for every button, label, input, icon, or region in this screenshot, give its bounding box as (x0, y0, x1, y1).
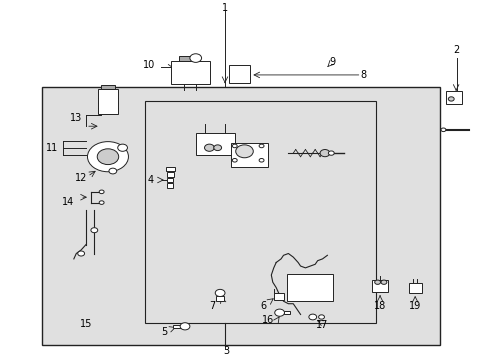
Bar (167, 178, 173, 182)
Bar (371, 279, 387, 292)
Text: 14: 14 (62, 197, 74, 207)
Circle shape (215, 289, 224, 297)
Bar (101, 85, 115, 89)
Bar (167, 183, 173, 188)
Text: 17: 17 (316, 320, 328, 329)
Bar (195, 134, 234, 155)
Circle shape (308, 314, 316, 320)
Circle shape (235, 145, 253, 158)
Circle shape (109, 168, 117, 174)
Circle shape (189, 54, 201, 62)
Bar (229, 65, 249, 83)
Circle shape (232, 158, 237, 162)
Bar (178, 56, 198, 62)
Bar (284, 311, 289, 315)
Circle shape (374, 280, 380, 284)
Text: 18: 18 (373, 301, 386, 311)
Circle shape (99, 201, 104, 204)
Circle shape (259, 144, 264, 148)
Circle shape (78, 251, 84, 256)
Bar (171, 61, 210, 84)
Bar (216, 296, 224, 301)
Bar (144, 101, 375, 323)
Circle shape (259, 158, 264, 162)
Bar (165, 167, 174, 171)
Text: 6: 6 (260, 301, 265, 311)
Text: 4: 4 (147, 175, 154, 185)
Bar (166, 172, 174, 177)
Circle shape (99, 190, 104, 194)
Text: 8: 8 (360, 70, 366, 80)
Text: 15: 15 (80, 319, 92, 329)
Circle shape (180, 323, 189, 330)
Circle shape (380, 280, 386, 284)
Text: 2: 2 (452, 45, 459, 55)
Bar (42, 87, 439, 345)
Circle shape (87, 141, 128, 172)
Text: 3: 3 (223, 346, 228, 356)
Text: 12: 12 (75, 173, 87, 183)
Text: 13: 13 (70, 113, 82, 123)
Circle shape (274, 309, 284, 316)
Text: 10: 10 (143, 60, 155, 70)
Bar (98, 89, 118, 114)
Text: 7: 7 (209, 301, 216, 311)
Circle shape (91, 228, 98, 233)
Circle shape (440, 128, 445, 132)
Text: 9: 9 (328, 57, 335, 67)
Circle shape (204, 144, 214, 151)
Bar (231, 143, 267, 167)
Bar (286, 274, 333, 301)
Text: 1: 1 (222, 3, 227, 13)
Circle shape (328, 151, 333, 155)
Circle shape (320, 149, 329, 157)
Text: 16: 16 (261, 315, 273, 325)
Circle shape (213, 145, 221, 150)
Circle shape (447, 97, 453, 101)
Circle shape (232, 144, 237, 148)
Bar (408, 283, 421, 293)
Bar (446, 91, 461, 104)
Text: 19: 19 (408, 301, 421, 311)
Circle shape (318, 315, 324, 319)
Text: 5: 5 (161, 327, 167, 337)
Bar (273, 293, 283, 301)
Text: 11: 11 (46, 143, 58, 153)
Circle shape (118, 144, 127, 151)
Circle shape (97, 149, 119, 165)
Bar (173, 325, 181, 328)
